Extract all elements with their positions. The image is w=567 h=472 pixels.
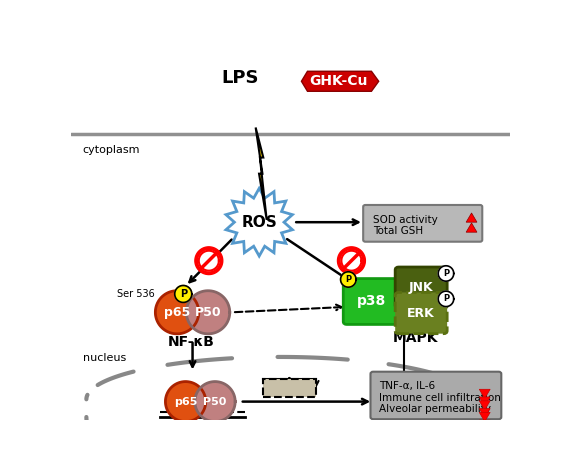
Polygon shape: [155, 291, 199, 334]
Text: ROS: ROS: [242, 215, 277, 230]
Text: Immune cell infiltration: Immune cell infiltration: [379, 393, 501, 403]
Polygon shape: [256, 127, 266, 220]
Polygon shape: [438, 266, 454, 281]
Text: Ser 536: Ser 536: [117, 289, 155, 299]
Polygon shape: [341, 251, 362, 270]
Text: cytoplasm: cytoplasm: [83, 145, 140, 155]
Polygon shape: [175, 286, 192, 303]
Text: JNK: JNK: [409, 281, 434, 294]
Text: P: P: [180, 289, 187, 299]
Polygon shape: [479, 401, 490, 410]
Text: p65: p65: [174, 396, 197, 406]
Text: GHK-Cu: GHK-Cu: [309, 74, 367, 88]
Polygon shape: [479, 389, 490, 398]
Text: LPS: LPS: [221, 69, 259, 87]
Polygon shape: [466, 213, 477, 222]
Text: MAPK: MAPK: [393, 331, 438, 345]
Polygon shape: [195, 247, 223, 275]
Polygon shape: [187, 291, 230, 334]
Polygon shape: [302, 71, 379, 91]
Text: p65: p65: [164, 306, 190, 319]
Text: Alveolar permeability: Alveolar permeability: [379, 405, 492, 414]
Text: P: P: [443, 269, 449, 278]
Polygon shape: [479, 409, 490, 418]
Text: NF-κB: NF-κB: [168, 335, 214, 348]
FancyBboxPatch shape: [343, 278, 400, 324]
Polygon shape: [166, 381, 206, 421]
Polygon shape: [479, 397, 490, 406]
Polygon shape: [438, 291, 454, 307]
Text: TNF-α, IL-6: TNF-α, IL-6: [379, 381, 435, 391]
Polygon shape: [195, 381, 235, 421]
Text: SOD activity: SOD activity: [373, 215, 438, 225]
FancyBboxPatch shape: [395, 267, 447, 308]
Polygon shape: [479, 413, 490, 421]
Text: ERK: ERK: [407, 306, 435, 320]
Text: P50: P50: [204, 396, 227, 406]
Polygon shape: [226, 188, 293, 256]
Text: P: P: [443, 295, 449, 303]
Polygon shape: [337, 247, 365, 275]
Polygon shape: [466, 223, 477, 232]
FancyBboxPatch shape: [363, 205, 483, 242]
Polygon shape: [199, 251, 219, 270]
FancyBboxPatch shape: [370, 371, 501, 419]
Polygon shape: [341, 272, 356, 287]
FancyBboxPatch shape: [395, 293, 447, 334]
Text: Total GSH: Total GSH: [373, 226, 423, 236]
Text: P: P: [345, 275, 352, 284]
Text: P50: P50: [194, 306, 221, 319]
Polygon shape: [479, 420, 490, 430]
Text: nucleus: nucleus: [83, 353, 126, 363]
FancyBboxPatch shape: [263, 379, 316, 397]
Text: p38: p38: [357, 295, 386, 309]
